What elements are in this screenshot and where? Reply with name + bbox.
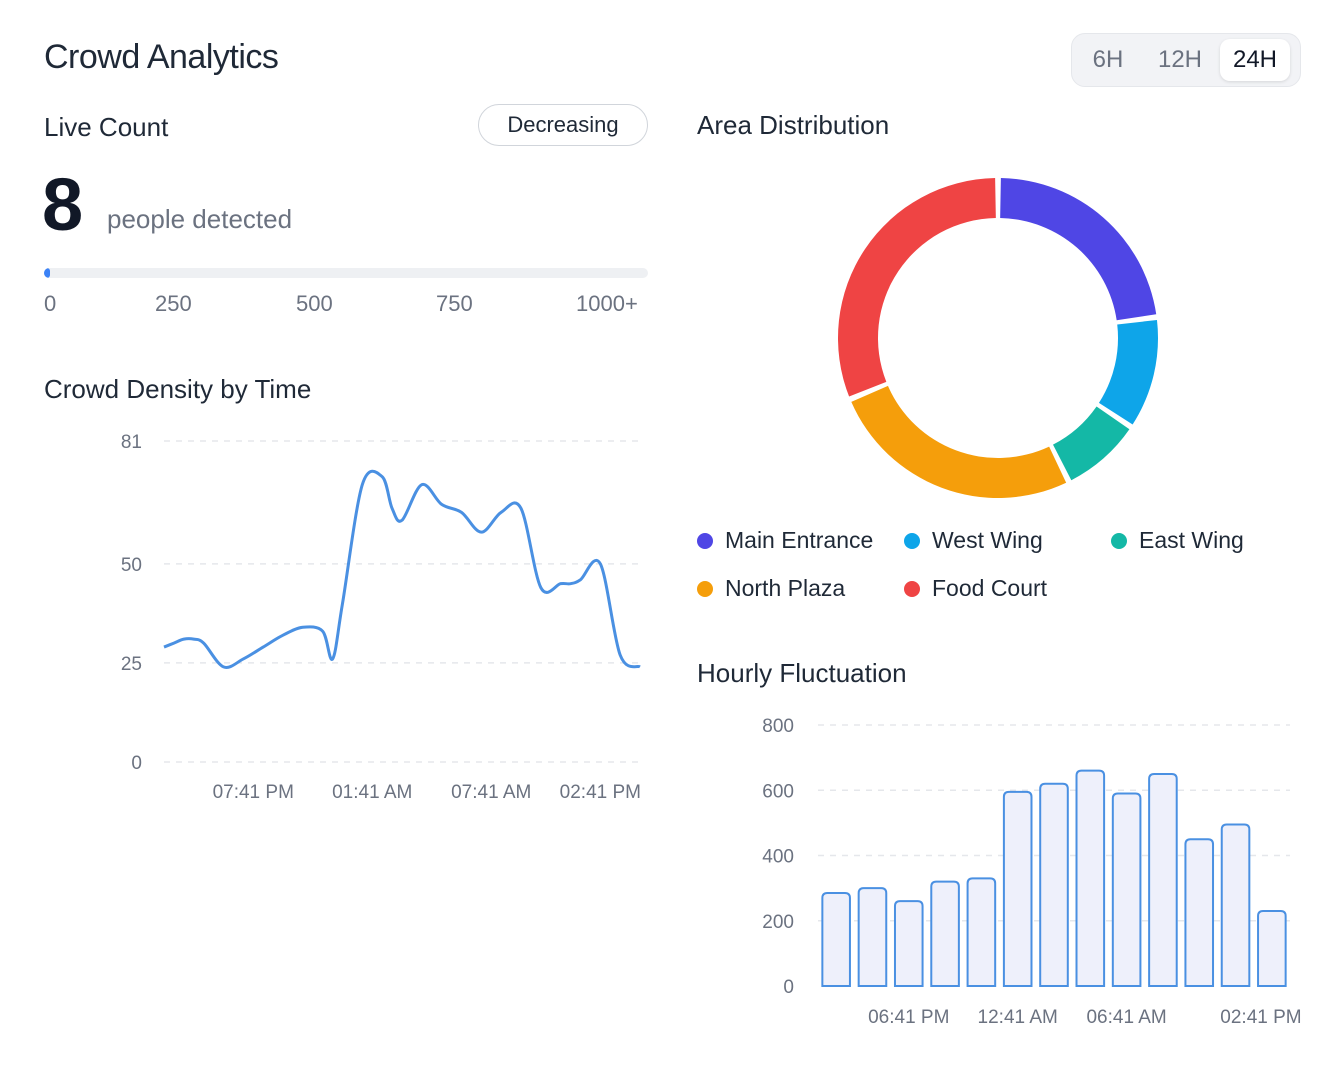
hourly-bar[interactable] (857, 887, 888, 987)
hourly-bar[interactable] (930, 880, 960, 987)
legend-label: East Wing (1139, 527, 1244, 553)
bar-x-tick: 06:41 AM (1086, 1007, 1166, 1028)
hourly-bar[interactable] (1002, 790, 1033, 987)
legend-label: North Plaza (725, 575, 846, 601)
count-progress-bar (44, 268, 648, 278)
legend-dot-icon (697, 533, 713, 549)
bar-y-tick: 600 (762, 781, 794, 802)
fluctuation-title: Hourly Fluctuation (697, 658, 907, 688)
hourly-bar[interactable] (1257, 909, 1287, 987)
live-count-title: Live Count (44, 112, 169, 142)
bar-y-tick: 800 (762, 716, 794, 737)
hourly-bar[interactable] (821, 892, 851, 987)
density-y-tick: 81 (121, 432, 142, 453)
hourly-bar[interactable] (893, 900, 924, 987)
legend-label: Main Entrance (725, 527, 874, 553)
hourly-bar[interactable] (1039, 782, 1069, 987)
hourly-bar[interactable] (966, 877, 997, 987)
legend-dot-icon (904, 533, 920, 549)
live-count-unit: people detected (107, 204, 293, 234)
density-x-tick: 02:41 PM (560, 782, 641, 803)
density-chart-title: Crowd Density by Time (44, 374, 312, 404)
legend-food-court: Food Court (904, 575, 1047, 602)
legend-main-entrance: Main Entrance (697, 527, 873, 554)
legend-label: West Wing (932, 527, 1043, 553)
density-y-tick: 25 (121, 654, 142, 675)
scale-label-750: 750 (436, 291, 473, 316)
legend-east-wing: East Wing (1111, 527, 1244, 554)
bar-y-tick: 0 (783, 977, 794, 998)
slice-east-wing[interactable] (1053, 406, 1130, 481)
hourly-bar[interactable] (1184, 838, 1215, 987)
distribution-title: Area Distribution (697, 110, 890, 140)
legend-dot-icon (904, 581, 920, 597)
page-title: Crowd Analytics (44, 38, 279, 76)
area-donut-chart (838, 178, 1158, 498)
bar-y-tick: 200 (762, 912, 794, 933)
hourly-bar[interactable] (1111, 792, 1142, 987)
hourly-bar[interactable] (1075, 769, 1106, 987)
slice-north-plaza[interactable] (851, 385, 1067, 498)
legend-label: Food Court (932, 575, 1048, 601)
density-x-tick: 07:41 PM (213, 782, 294, 803)
bar-x-tick: 06:41 PM (868, 1007, 949, 1028)
legend-north-plaza: North Plaza (697, 575, 845, 602)
slice-west-wing[interactable] (1098, 319, 1158, 425)
density-x-tick: 07:41 AM (451, 782, 531, 803)
range-24h-button[interactable]: 24H (1220, 39, 1290, 81)
density-series-line (163, 469, 641, 669)
range-12h-button[interactable]: 12H (1157, 46, 1203, 73)
scale-label-0: 0 (44, 291, 57, 316)
density-line-chart: 0 25 50 81 07:41 PM 01:41 AM 07:41 AM 02:41 PM (121, 432, 641, 803)
hourly-bar[interactable] (1220, 823, 1251, 987)
bar-y-tick: 400 (762, 847, 794, 868)
live-count-value: 8 (42, 163, 84, 246)
bar-x-tick: 02:41 PM (1220, 1007, 1301, 1028)
count-progress-fill (44, 268, 50, 278)
density-y-tick: 0 (131, 753, 142, 774)
legend-west-wing: West Wing (904, 527, 1043, 554)
time-range-selector: 6H 12H 24H (1071, 33, 1301, 87)
hourly-bar[interactable] (1148, 772, 1178, 987)
legend-dot-icon (697, 581, 713, 597)
range-6h-button[interactable]: 6H (1092, 46, 1124, 73)
scale-label-500: 500 (296, 291, 333, 316)
hourly-bar-chart: 0 200 400 600 800 06:41 PM 12:41 AM 06:41 AM 02:… (762, 716, 1301, 1028)
scale-label-1000: 1000+ (576, 291, 638, 316)
trend-badge: Decreasing (478, 104, 648, 146)
slice-main-entrance[interactable] (1000, 178, 1157, 321)
slice-food-court[interactable] (838, 178, 996, 397)
density-x-tick: 01:41 AM (332, 782, 412, 803)
scale-label-250: 250 (155, 291, 192, 316)
density-y-tick: 50 (121, 555, 142, 576)
legend-dot-icon (1111, 533, 1127, 549)
bar-x-tick: 12:41 AM (978, 1007, 1058, 1028)
